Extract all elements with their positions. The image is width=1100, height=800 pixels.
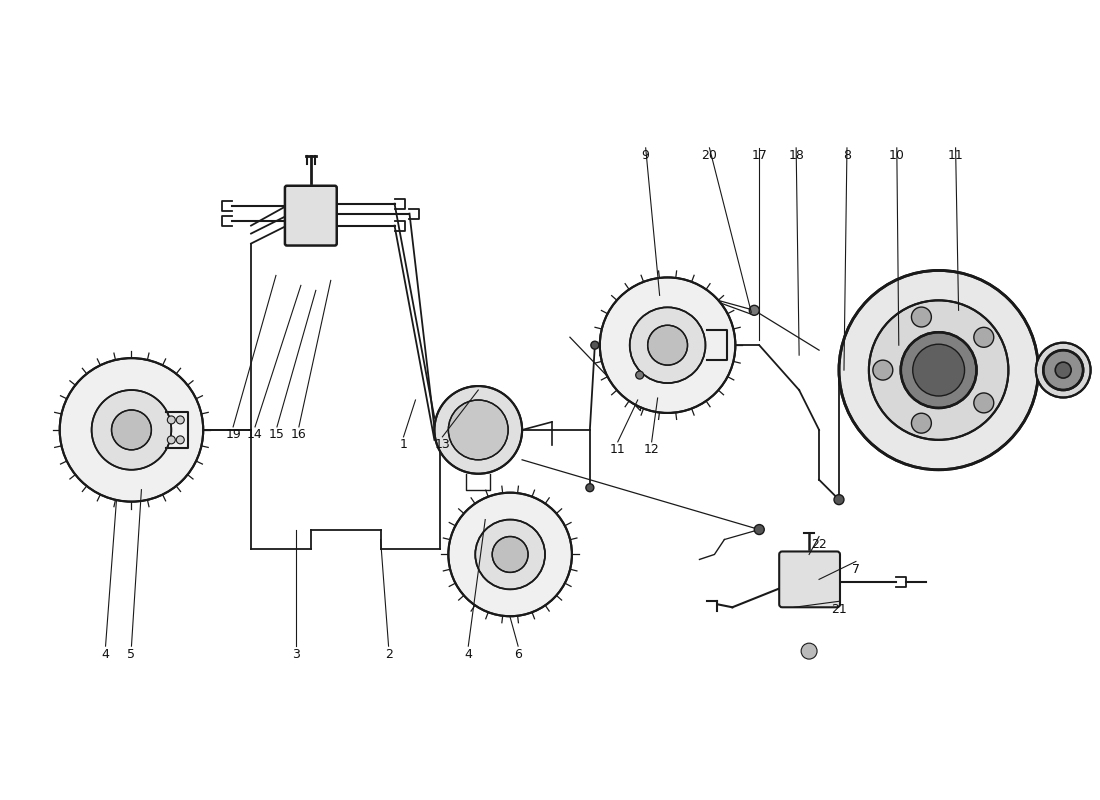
- Text: 1: 1: [399, 438, 407, 451]
- Circle shape: [901, 332, 977, 408]
- Text: 11: 11: [609, 443, 626, 456]
- Text: 13: 13: [434, 438, 450, 451]
- Circle shape: [111, 410, 152, 450]
- Circle shape: [974, 327, 993, 347]
- Circle shape: [801, 576, 817, 592]
- Circle shape: [873, 360, 893, 380]
- Text: 7: 7: [851, 563, 860, 576]
- Circle shape: [755, 525, 764, 534]
- Ellipse shape: [1036, 342, 1090, 398]
- Text: 17: 17: [751, 150, 767, 162]
- Circle shape: [59, 358, 204, 502]
- Circle shape: [167, 436, 175, 444]
- Circle shape: [290, 229, 301, 238]
- Circle shape: [1055, 362, 1071, 378]
- Text: 10: 10: [889, 150, 904, 162]
- Circle shape: [795, 570, 823, 598]
- Ellipse shape: [839, 270, 1038, 470]
- Circle shape: [91, 390, 172, 470]
- Circle shape: [434, 386, 522, 474]
- Text: 3: 3: [292, 648, 300, 661]
- Circle shape: [912, 414, 932, 433]
- Circle shape: [167, 416, 175, 424]
- Circle shape: [974, 393, 993, 413]
- Text: 8: 8: [843, 150, 851, 162]
- Circle shape: [321, 193, 331, 202]
- FancyBboxPatch shape: [285, 186, 337, 246]
- Circle shape: [600, 278, 736, 413]
- Circle shape: [913, 344, 965, 396]
- FancyBboxPatch shape: [779, 551, 840, 607]
- Circle shape: [176, 436, 185, 444]
- Text: 2: 2: [385, 648, 393, 661]
- Text: 4: 4: [464, 648, 472, 661]
- Circle shape: [834, 494, 844, 505]
- Text: 18: 18: [789, 150, 804, 162]
- Circle shape: [749, 306, 759, 315]
- Ellipse shape: [869, 300, 1009, 440]
- Text: 20: 20: [702, 150, 717, 162]
- Text: 9: 9: [641, 150, 650, 162]
- Circle shape: [492, 537, 528, 572]
- Text: 16: 16: [292, 428, 307, 442]
- Text: 21: 21: [832, 602, 847, 616]
- Circle shape: [586, 484, 594, 492]
- Text: 5: 5: [128, 648, 135, 661]
- Circle shape: [449, 493, 572, 616]
- Text: 6: 6: [514, 648, 522, 661]
- Text: 19: 19: [226, 428, 241, 442]
- Text: 22: 22: [811, 538, 827, 551]
- Circle shape: [449, 400, 508, 460]
- Text: 12: 12: [644, 443, 660, 456]
- Circle shape: [801, 643, 817, 659]
- Text: 15: 15: [270, 428, 285, 442]
- Circle shape: [1043, 350, 1084, 390]
- Circle shape: [648, 326, 688, 365]
- Circle shape: [176, 416, 185, 424]
- Circle shape: [301, 206, 321, 226]
- Circle shape: [475, 519, 544, 590]
- Text: 4: 4: [101, 648, 110, 661]
- Text: 11: 11: [948, 150, 964, 162]
- Circle shape: [591, 342, 598, 349]
- Circle shape: [321, 229, 331, 238]
- Circle shape: [636, 371, 644, 379]
- Circle shape: [912, 307, 932, 327]
- Circle shape: [290, 193, 301, 202]
- Circle shape: [629, 307, 705, 383]
- Text: 14: 14: [248, 428, 263, 442]
